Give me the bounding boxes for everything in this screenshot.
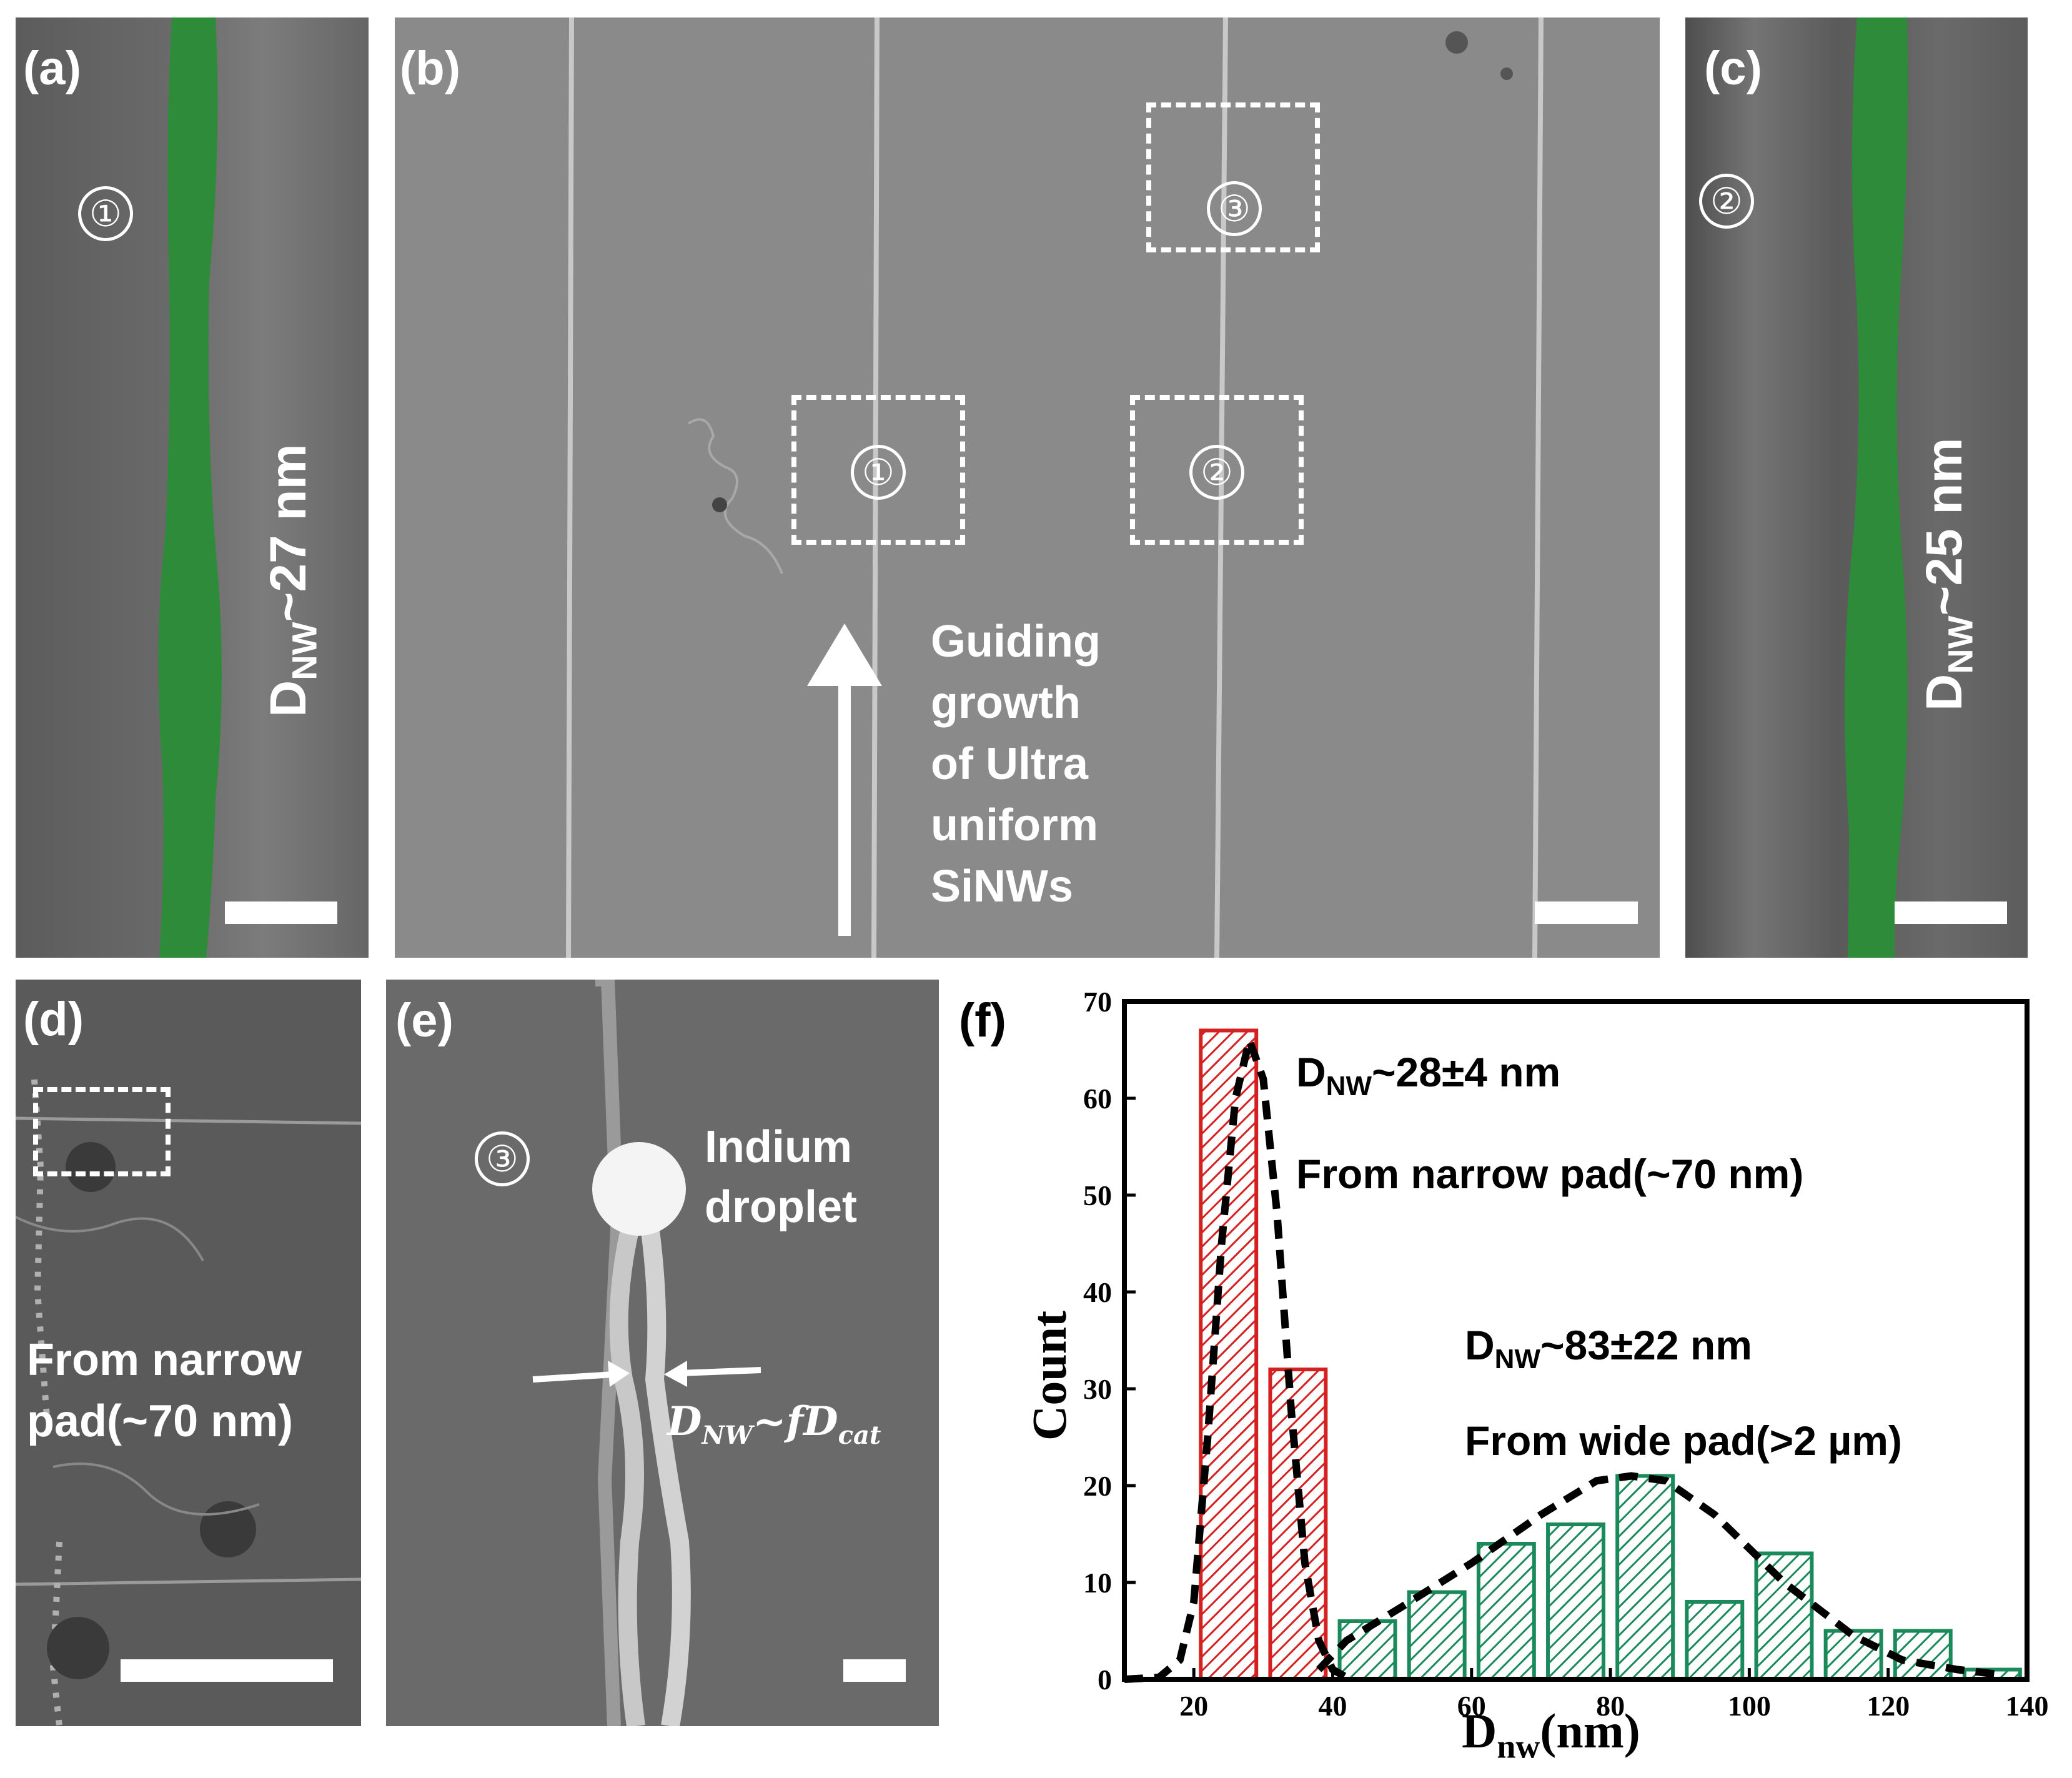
panel-b: (b) ① ② ③ Guiding growth of Ultra unifor… [395,17,1660,958]
panel-d: (d) From narrow pad(~70 nm) [16,980,361,1726]
scale-bar-b [1535,901,1638,924]
x-tick-label: 120 [1866,1690,1910,1722]
region-marker-b3: ③ [1207,181,1262,236]
y-tick-label: 70 [1083,986,1112,1018]
diameter-formula-e: DNW~fDcat [667,1398,881,1450]
scale-bar-d [121,1659,333,1682]
panel-f: (f) 0 10 20 30 40 50 60 70 20 40 60 80 100 120 140 DNW… [959,980,2072,1778]
panel-label-e: (e) [395,994,454,1047]
annotation-narrow: DNW~28±4 nm From narrow pad(~70 nm) [1296,1049,1804,1198]
panel-label-a: (a) [23,42,81,95]
y-tick-label: 60 [1083,1083,1112,1115]
panel-label-c: (c) [1704,42,1762,95]
bar-series1-7 [1823,1629,1883,1681]
region-marker-b1: ① [851,445,906,500]
narrow-pad-text-d: From narrow pad(~70 nm) [27,1335,302,1446]
region-box-2 [1130,395,1304,545]
bar-series1-8 [1893,1629,1953,1681]
bar-series1-4 [1615,1474,1675,1681]
x-tick-label: 80 [1596,1690,1625,1722]
guiding-growth-annotation: Guiding growth of Ultra uniform SiNWs [931,617,1101,911]
panel-e: (e) ③ Indium droplet DNW~fDcat [386,980,939,1726]
scale-bar-c [1895,901,2007,924]
y-tick-label: 20 [1083,1470,1112,1502]
pad-texture-d [16,1079,361,1726]
bar-series1-1 [1407,1590,1467,1681]
annotation-wide: DNW~83±22 nm From wide pad(>2 µm) [1465,1322,1902,1464]
diameter-arrows-e [532,1361,761,1387]
region-box-d [33,1087,171,1176]
fit-curve-1 [1316,1472,2000,1679]
diameter-label-a: DNW~27 nm [260,444,324,717]
y-tick-label: 50 [1083,1180,1112,1211]
region-box-3 [1146,102,1320,252]
panel-c: (c) ② DNW~25 nm [1685,17,2028,958]
y-tick-label: 10 [1083,1567,1112,1599]
diameter-label-c: DNW~25 nm [1916,437,1980,711]
y-tick-label: 40 [1083,1276,1112,1308]
y-tick-label: 0 [1098,1664,1112,1696]
growth-direction-arrow [807,623,882,936]
panel-a: (a) ① DNW~27 nm [16,17,369,958]
panel-label-f: (f) [959,994,1006,1047]
region-marker-2: ② [1699,174,1754,229]
nanowire-a [158,17,222,958]
bar-series1-3 [1546,1522,1605,1681]
diameter-histogram: 0 10 20 30 40 50 60 70 20 40 60 80 100 120 140 [1083,986,2049,1722]
x-tick-label: 60 [1457,1690,1486,1722]
nanowire-e [592,980,691,1726]
region-marker-b2: ② [1189,445,1244,500]
indium-droplet-label: Indium droplet [705,1122,857,1232]
y-axis-label: Count [1022,1310,1076,1441]
y-tick-label: 30 [1083,1373,1112,1405]
x-axis-label: Dnw(nm) [1462,1704,1640,1766]
fit-curve-0 [1124,1036,1349,1683]
nanowire-c [1845,17,1908,958]
x-tick-label: 140 [2006,1690,2049,1722]
scale-bar-e [843,1659,906,1682]
bar-series1-5 [1685,1600,1745,1681]
x-tick-label: 40 [1318,1690,1347,1722]
region-box-1 [791,395,965,545]
x-tick-label: 20 [1179,1690,1208,1722]
bar-series1-6 [1754,1551,1814,1681]
plot-frame [1122,999,2030,1682]
region-marker-3: ③ [475,1131,530,1186]
panel-label-b: (b) [400,42,461,95]
region-marker-1: ① [78,186,133,241]
bar-series1-2 [1476,1542,1536,1681]
x-tick-label: 100 [1728,1690,1771,1722]
bar-series0-0 [1199,1028,1259,1681]
scale-bar-a [225,901,337,924]
panel-label-d: (d) [23,993,84,1046]
